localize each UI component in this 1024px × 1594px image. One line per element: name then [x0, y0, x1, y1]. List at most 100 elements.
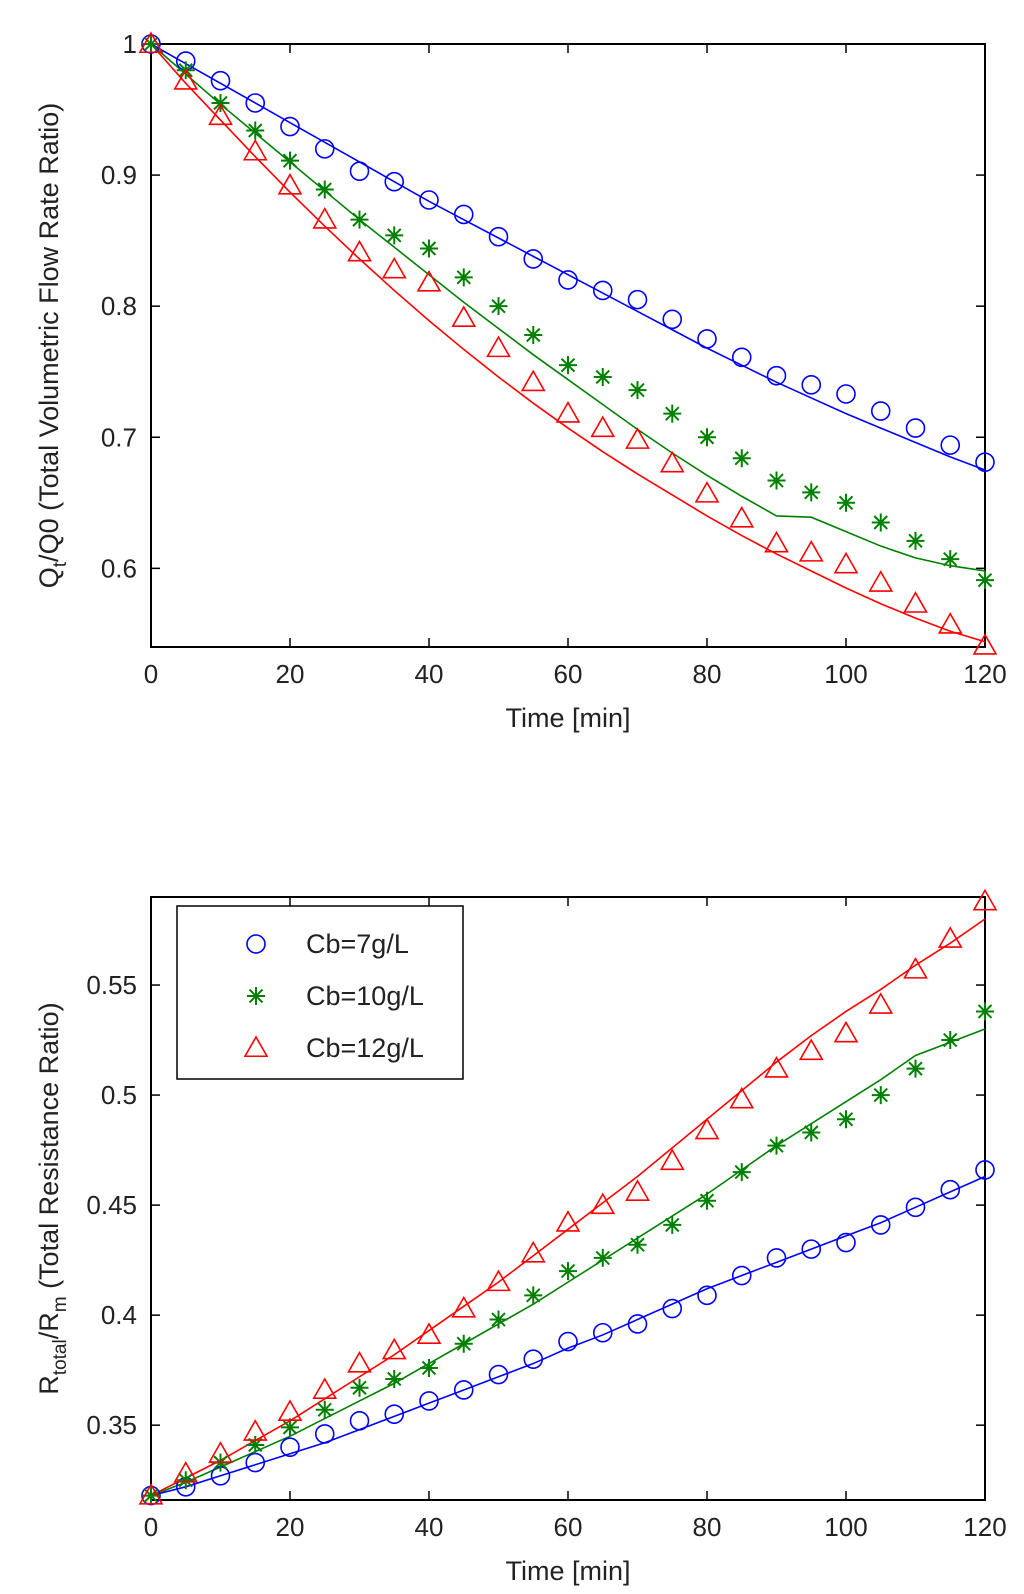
data-point-triangle	[312, 1377, 338, 1400]
y-tick-label: 0.6	[101, 553, 137, 583]
x-tick-label: 60	[554, 659, 583, 689]
y-axis-label: Qt/Q0 (Total Volumetric Flow Rate Ratio)	[34, 103, 71, 588]
data-point-circle	[662, 309, 683, 330]
data-point-star	[489, 1310, 508, 1329]
data-point-circle	[627, 289, 648, 310]
data-point-star	[420, 1358, 438, 1377]
data-point-triangle	[798, 540, 824, 562]
data-point-triangle	[486, 335, 511, 358]
data-point-star	[315, 180, 334, 199]
data-point-star	[976, 1002, 994, 1021]
data-point-triangle	[486, 1269, 511, 1292]
data-markers	[138, 31, 998, 655]
data-point-star	[802, 483, 821, 502]
data-point-star	[142, 1486, 160, 1505]
data-point-star	[176, 1471, 195, 1490]
data-point-star	[246, 1435, 265, 1454]
data-point-triangle	[173, 68, 199, 90]
data-point-triangle	[729, 1086, 755, 1109]
data-point-star	[315, 1400, 334, 1419]
x-tick-label: 20	[276, 1512, 305, 1542]
y-tick-label: 0.4	[101, 1300, 137, 1330]
x-tick-label: 120	[963, 659, 1006, 689]
data-point-triangle	[347, 239, 372, 262]
data-point-circle	[766, 365, 787, 386]
fit-line-triangle	[150, 43, 986, 643]
legend-items: Cb=7g/L Cb=10g/L Cb=12g/L	[243, 929, 424, 1063]
data-point-circle	[697, 329, 717, 349]
data-point-triangle	[277, 172, 303, 195]
data-point-star	[246, 121, 265, 140]
data-point-star	[281, 151, 299, 170]
x-tick-label: 40	[415, 1512, 444, 1542]
data-point-circle	[905, 418, 926, 438]
data-point-star	[732, 449, 751, 468]
y-tick-label: 0.35	[86, 1410, 137, 1440]
data-point-star	[593, 367, 612, 386]
data-point-star	[420, 239, 438, 258]
data-point-triangle	[555, 401, 581, 423]
data-point-star	[906, 531, 925, 550]
data-point-star	[906, 1059, 925, 1078]
data-point-triangle	[972, 888, 998, 911]
data-point-circle	[349, 161, 370, 181]
x-tick-label: 80	[693, 1512, 722, 1542]
x-tick-label: 0	[144, 659, 158, 689]
y-axis-label-main: R	[34, 1375, 64, 1395]
data-point-circle	[314, 1424, 335, 1444]
data-point-circle	[488, 226, 509, 247]
data-point-star	[976, 571, 994, 590]
data-point-triangle	[729, 505, 755, 528]
data-point-triangle	[381, 1337, 407, 1360]
data-point-circle	[836, 384, 856, 404]
y-tick-label: 0.8	[101, 291, 137, 321]
data-point-star	[871, 513, 890, 532]
data-point-triangle	[520, 369, 546, 392]
data-point-circle	[731, 347, 752, 368]
y-axis-label-subscript: t	[50, 561, 71, 567]
data-point-star	[941, 550, 960, 569]
data-point-star	[211, 93, 230, 112]
axis-ticks: 0 20 40 60 80 100 120 0.35 0.4 0.45 0.5 0.55	[86, 897, 1007, 1542]
data-point-circle	[940, 1179, 961, 1200]
data-point-circle	[627, 1314, 648, 1334]
data-point-circle	[314, 139, 335, 159]
data-point-circle	[280, 116, 300, 137]
data-point-star	[663, 404, 682, 423]
data-point-triangle	[520, 1240, 546, 1263]
y-tick-label: 0.5	[101, 1080, 137, 1110]
data-point-circle	[662, 1298, 683, 1319]
data-point-triangle	[937, 926, 963, 948]
data-point-star	[454, 1334, 473, 1353]
data-point-triangle	[625, 1179, 650, 1201]
y-tick-label: 1	[123, 29, 137, 59]
data-point-star	[350, 1378, 369, 1397]
data-point-star	[628, 1235, 647, 1254]
data-point-circle	[419, 1391, 439, 1411]
data-point-triangle	[903, 957, 928, 979]
data-point-star	[281, 1418, 299, 1437]
data-point-circle	[488, 1364, 509, 1385]
data-point-triangle	[659, 450, 685, 473]
data-point-triangle	[868, 570, 894, 592]
x-tick-label: 100	[824, 659, 867, 689]
data-point-circle	[801, 1239, 822, 1259]
axis-ticks: 0 20 40 60 80 100 120 0.6 0.7 0.8 0.9 1	[101, 29, 1007, 689]
data-point-triangle	[937, 612, 963, 634]
data-point-star	[489, 297, 508, 316]
legend-marker-circle	[246, 934, 266, 954]
x-axis-label: Time [min]	[505, 703, 630, 733]
data-point-triangle	[903, 591, 928, 613]
data-point-triangle	[416, 269, 442, 292]
data-point-circle	[419, 190, 439, 210]
data-point-triangle	[694, 481, 720, 503]
data-point-triangle	[312, 207, 338, 229]
legend-label: Cb=7g/L	[306, 929, 409, 959]
data-point-circle	[558, 1331, 578, 1352]
legend-label: Cb=12g/L	[306, 1033, 424, 1063]
x-tick-label: 20	[276, 659, 305, 689]
data-point-triangle	[277, 1399, 303, 1422]
y-tick-label: 0.9	[101, 160, 137, 190]
x-tick-label: 100	[824, 1512, 867, 1542]
y-axis-label-main: Q	[34, 567, 64, 588]
